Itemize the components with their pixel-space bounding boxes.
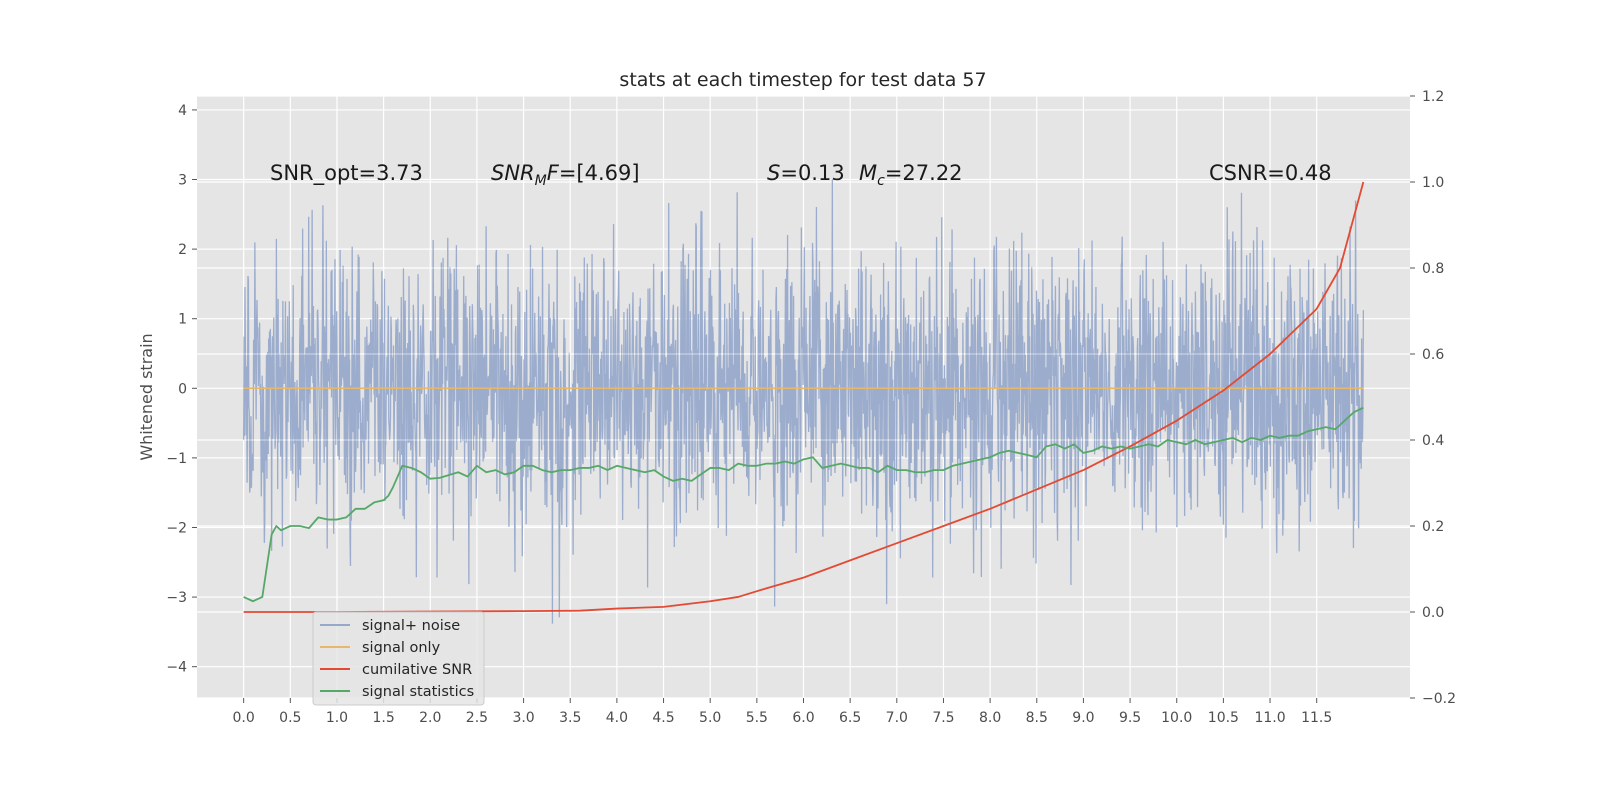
x-axis: 0.0 0.5 1.0 1.5 2.0 2.5 3.0 3.5 4.0 4.5 5.0 5.5 6.0 6…: [233, 698, 1332, 726]
legend: signal+ noise signal only cumilative SNR…: [312, 611, 485, 706]
x-tick-label: 4.5: [652, 710, 674, 726]
x-tick-label: 7.0: [886, 710, 908, 726]
x-tick-label: 5.0: [699, 710, 721, 726]
legend-label-signal-statistics: signal statistics: [362, 684, 474, 700]
annotations: SNR_opt=3.73 SNRMF=[4.69] S=0.13 Mc=27.2…: [270, 161, 1332, 189]
y-tick-label: 2: [178, 242, 187, 258]
x-tick-label: 6.0: [792, 710, 814, 726]
y-tick-label: −4: [166, 660, 187, 676]
x-tick-label: 0.0: [233, 710, 255, 726]
y-tick-label: 0: [178, 381, 187, 397]
y2-tick-label: 0.8: [1422, 261, 1444, 277]
y2-tick-label: 0.2: [1422, 519, 1444, 535]
y-axis-left: 4 3 2 1 0 −1 −2 −3 −4: [166, 103, 197, 676]
x-tick-label: 8.0: [979, 710, 1001, 726]
y-axis-title: Whitened strain: [137, 333, 156, 460]
annotation-snr-mf: SNRMF=[4.69]: [491, 161, 640, 189]
x-tick-label: 10.5: [1208, 710, 1239, 726]
y-tick-label: −1: [166, 451, 187, 467]
annotation-mc: Mc=27.22: [859, 161, 963, 189]
y2-tick-label: 0.6: [1422, 347, 1444, 363]
x-tick-label: 10.0: [1161, 710, 1192, 726]
x-tick-label: 1.5: [372, 710, 394, 726]
x-tick-label: 7.5: [932, 710, 954, 726]
y2-tick-label: 1.2: [1422, 89, 1444, 105]
annotation-s: S=0.13: [767, 161, 845, 185]
x-tick-label: 6.5: [839, 710, 861, 726]
x-tick-label: 9.0: [1072, 710, 1094, 726]
x-tick-label: 2.0: [419, 710, 441, 726]
annotation-snr-opt: SNR_opt=3.73: [270, 161, 423, 186]
annotation-csnr: CSNR=0.48: [1209, 161, 1332, 185]
series-cumilative-snr: [243, 181, 1365, 613]
x-tick-label: 5.5: [746, 710, 768, 726]
y-tick-label: −2: [166, 520, 187, 536]
y-tick-label: 3: [178, 173, 187, 189]
y2-tick-label: 0.0: [1422, 605, 1444, 621]
y2-tick-label: 1.0: [1422, 175, 1444, 191]
x-tick-label: 9.5: [1119, 710, 1141, 726]
x-tick-label: 4.0: [606, 710, 628, 726]
x-tick-label: 3.5: [559, 710, 581, 726]
x-tick-label: 0.5: [279, 710, 301, 726]
legend-label-signal-noise: signal+ noise: [362, 618, 460, 634]
chart-title: stats at each timestep for test data 57: [619, 69, 986, 91]
y2-tick-label: 0.4: [1422, 433, 1444, 449]
legend-label-cumilative-snr: cumilative SNR: [362, 662, 472, 678]
x-tick-label: 11.0: [1254, 710, 1285, 726]
series-layer: [197, 179, 1410, 624]
y-axis-right: 1.2 1.0 0.8 0.6 0.4 0.2 0.0 −0.2: [1410, 89, 1456, 707]
legend-label-signal-only: signal only: [362, 640, 441, 656]
y2-tick-label: −0.2: [1422, 691, 1456, 707]
y-tick-label: 4: [178, 103, 187, 119]
x-tick-label: 11.5: [1301, 710, 1332, 726]
x-tick-label: 3.0: [512, 710, 534, 726]
x-tick-label: 8.5: [1026, 710, 1048, 726]
y-tick-label: −3: [166, 590, 187, 606]
y-tick-label: 1: [178, 312, 187, 328]
x-tick-label: 1.0: [326, 710, 348, 726]
series-signal-noise: [242, 179, 1364, 624]
x-tick-label: 2.5: [466, 710, 488, 726]
series-signal-statistics: [243, 406, 1364, 603]
legend-box: [312, 611, 485, 706]
